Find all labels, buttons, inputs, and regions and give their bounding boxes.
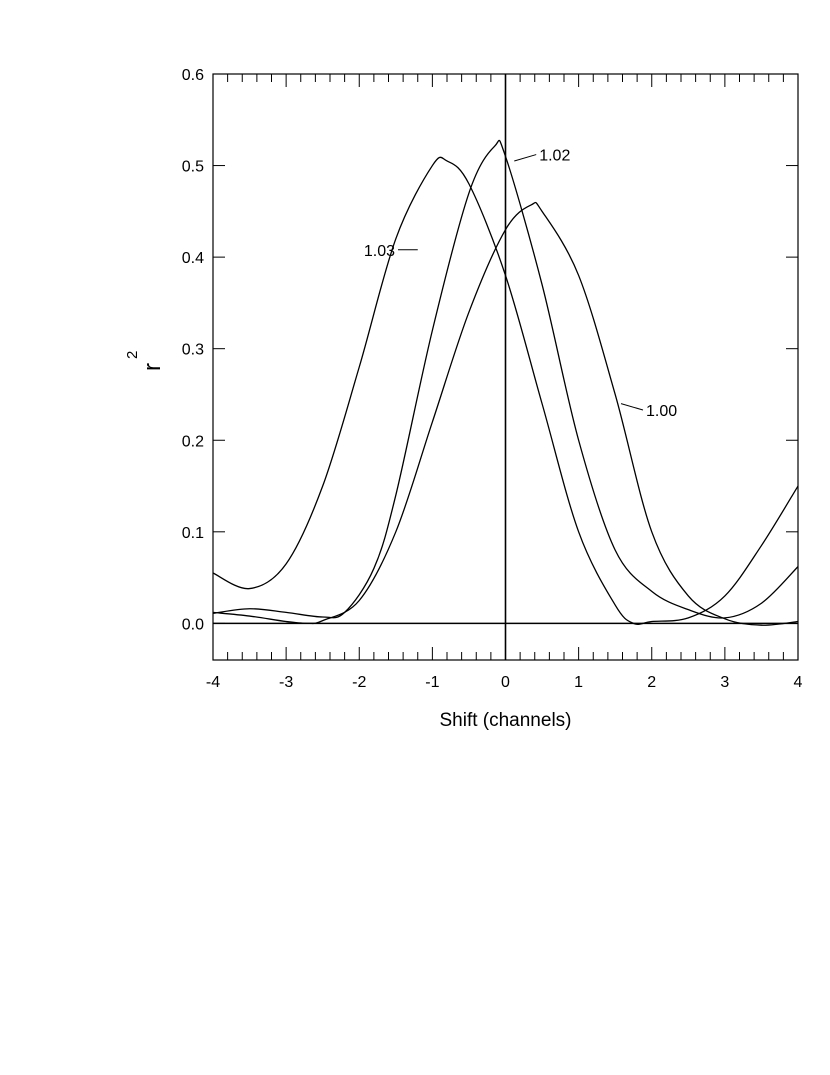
series-label-leader [620, 403, 644, 411]
curves-layer [212, 139, 799, 626]
x-tick-label: 1 [574, 674, 583, 691]
series-line-1.03 [212, 156, 799, 626]
y-tick-label: 0.3 [182, 342, 204, 359]
x-tick-label: 3 [720, 674, 729, 691]
y-axis-title-superscript: 2 [124, 351, 141, 359]
y-axis-title: r 2 [124, 351, 166, 371]
x-tick-label: 0 [501, 674, 510, 691]
series-label-leader [514, 154, 537, 162]
series-label-1.02: 1.02 [539, 148, 570, 165]
x-axis-title: Shift (channels) [439, 710, 571, 731]
labels-layer: -4 -3 -2 -1 0 1 2 3 4 0.0 0.1 0.2 0.3 0.4 0.5 0.6 1.03 1.… [182, 67, 803, 691]
x-tick-label: -4 [206, 674, 220, 691]
x-tick-label: -2 [352, 674, 366, 691]
x-tick-label: -3 [279, 674, 293, 691]
y-tick-label: 0.4 [182, 250, 204, 267]
y-tick-label: 0.1 [182, 525, 204, 542]
y-tick-label: 0.6 [182, 67, 204, 84]
y-tick-label: 0.2 [182, 433, 204, 450]
series-label-1.03: 1.03 [364, 243, 395, 260]
y-tick-label: 0.5 [182, 159, 204, 176]
series-line-1.00 [212, 201, 799, 626]
y-axis-title-base: r [139, 363, 166, 371]
x-tick-label: 4 [794, 674, 803, 691]
x-tick-label: -1 [425, 674, 439, 691]
y-tick-label: 0.0 [182, 616, 204, 633]
series-label-1.00: 1.00 [646, 403, 677, 420]
plot-frame [212, 73, 799, 661]
x-tick-label: 2 [647, 674, 656, 691]
